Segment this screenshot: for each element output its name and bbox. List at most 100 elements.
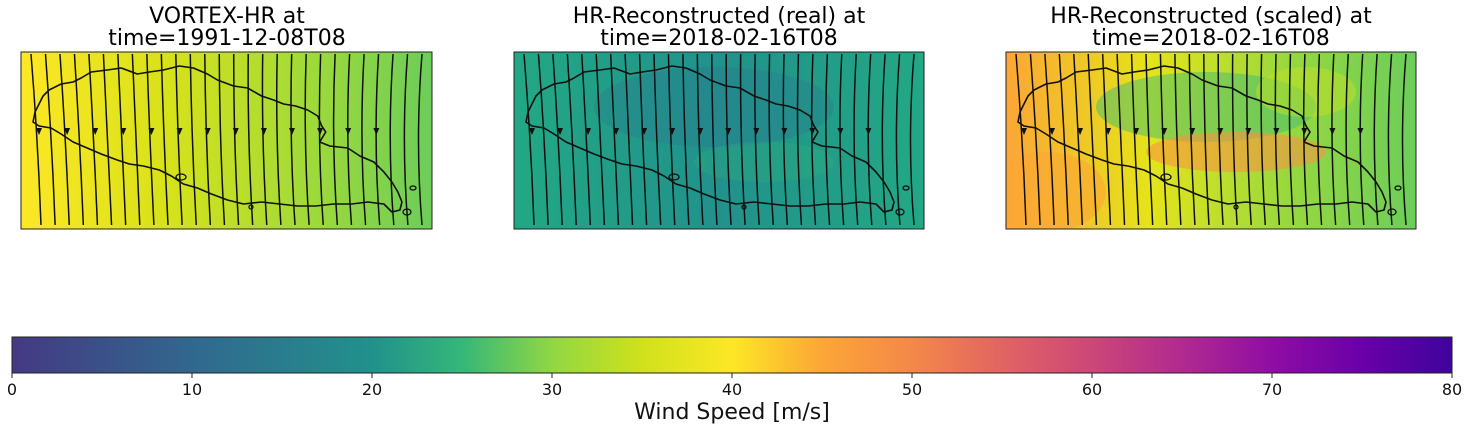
streamline-arrow-3-1 — [1021, 128, 1027, 135]
streamline-2-23 — [839, 53, 845, 226]
streamline-2-3 — [552, 53, 563, 226]
streamline-3-9 — [1130, 53, 1140, 226]
islet-3-4 — [1160, 173, 1172, 181]
streamline-1-7 — [117, 53, 127, 226]
streamline-2-16 — [739, 53, 746, 226]
streamline-1-28 — [417, 53, 423, 226]
streamline-1-21 — [318, 53, 324, 226]
streamline-3-28 — [1401, 53, 1407, 226]
streamline-1-8 — [131, 53, 141, 226]
streamline-arrow-1-3 — [64, 128, 71, 135]
panel-frame-1 — [20, 51, 433, 230]
streamline-1-19 — [290, 53, 296, 226]
streamline-arrow-3-15 — [1217, 128, 1224, 135]
streamline-3-13 — [1188, 53, 1196, 226]
colorbar-tick-label-30: 30 — [542, 380, 562, 399]
streamline-arrow-2-23 — [837, 128, 844, 135]
colorbar-tick-label-20: 20 — [362, 380, 382, 399]
streamline-arrow-1-17 — [260, 128, 267, 135]
streamline-3-18 — [1260, 53, 1267, 226]
islet-2-1 — [902, 185, 910, 191]
streamline-arrow-3-9 — [1133, 128, 1140, 135]
streamline-2-8 — [624, 53, 634, 226]
streamline-arrow-1-23 — [345, 128, 352, 135]
islet-3-1 — [1394, 185, 1402, 191]
streamline-arrow-3-25 — [1357, 128, 1364, 135]
streamline-1-22 — [332, 53, 339, 226]
streamline-1-20 — [304, 53, 310, 226]
panel-title-2-line1: HR-Reconstructed (real) at — [572, 4, 866, 29]
panel-title-1-line2: time=1991-12-08T08 — [108, 26, 346, 51]
streamline-2-12 — [682, 53, 690, 226]
panel-title-1: VORTEX-HR at time=1991-12-08T08 — [17, 6, 437, 50]
streamline-2-14 — [711, 53, 718, 226]
streamline-2-1 — [523, 53, 535, 226]
streamline-1-27 — [403, 53, 409, 226]
streamline-1-25 — [375, 53, 381, 226]
streamline-3-10 — [1145, 53, 1154, 226]
streamline-3-19 — [1274, 53, 1281, 226]
streamline-2-5 — [581, 53, 592, 226]
streamline-3-15 — [1217, 53, 1224, 226]
colorbar: 0 10 20 30 40 50 60 70 80 Wind Speed [m/s] — [7, 336, 1462, 425]
streamline-arrow-3-17 — [1245, 128, 1252, 135]
streamline-3-22 — [1317, 53, 1323, 226]
streamline-3-6 — [1087, 53, 1098, 226]
streamline-1-18 — [275, 53, 282, 226]
streamline-arrow-2-9 — [641, 128, 648, 135]
streamline-arrow-1-25 — [373, 128, 380, 135]
streamline-3-7 — [1101, 53, 1112, 226]
streamline-3-14 — [1203, 53, 1210, 226]
streamline-arrow-1-19 — [289, 128, 295, 135]
streamline-2-7 — [609, 53, 620, 226]
streamline-1-5 — [88, 53, 99, 226]
streamline-1-2 — [44, 53, 56, 226]
streamline-arrow-2-25 — [865, 128, 872, 135]
streamline-arrow-3-13 — [1189, 128, 1196, 135]
streamline-arrow-2-19 — [781, 128, 788, 135]
streamline-arrow-1-1 — [36, 128, 42, 135]
streamline-3-2 — [1029, 53, 1041, 226]
streamline-arrow-1-11 — [176, 128, 183, 135]
colorbar-tick-label-70: 70 — [1262, 380, 1282, 399]
streamline-2-28 — [909, 53, 915, 226]
streamline-2-9 — [638, 53, 648, 226]
map-panel-2 — [513, 51, 925, 230]
streamline-2-11 — [667, 53, 676, 226]
streamline-2-20 — [796, 53, 803, 226]
streamline-1-14 — [218, 53, 226, 226]
streamline-2-26 — [881, 53, 887, 226]
streamline-1-9 — [146, 53, 155, 226]
streamline-1-16 — [247, 53, 254, 226]
streamline-arrow-1-13 — [204, 128, 211, 135]
streamline-2-25 — [867, 53, 873, 226]
panel-title-1-line1: VORTEX-HR at — [149, 4, 305, 29]
streamline-arrow-2-15 — [725, 128, 732, 135]
streamline-2-19 — [782, 53, 789, 226]
streamline-2-21 — [810, 53, 817, 226]
streamline-3-20 — [1288, 53, 1295, 226]
streamline-arrow-2-11 — [669, 128, 676, 135]
panel-title-2-line2: time=2018-02-16T08 — [600, 26, 838, 51]
panel-frame-2 — [513, 51, 925, 230]
streamline-arrow-2-7 — [613, 128, 620, 135]
streamline-arrow-3-7 — [1105, 128, 1112, 135]
streamline-1-17 — [261, 53, 268, 226]
streamline-arrow-3-3 — [1049, 128, 1056, 135]
streamline-3-17 — [1246, 53, 1252, 226]
panel-title-3: HR-Reconstructed (scaled) at time=2018-0… — [1001, 6, 1421, 50]
colorbar-gradient — [11, 336, 1453, 374]
islet-2-4 — [668, 173, 680, 181]
streamline-2-10 — [653, 53, 662, 226]
map-panel-1 — [20, 51, 433, 230]
streamline-3-25 — [1359, 53, 1365, 226]
streamline-3-8 — [1116, 53, 1126, 226]
streamline-3-26 — [1373, 53, 1379, 226]
streamline-arrow-1-7 — [120, 128, 127, 135]
streamline-2-18 — [768, 53, 775, 226]
streamline-1-10 — [160, 53, 169, 226]
streamline-arrow-2-5 — [585, 128, 592, 135]
colorbar-tick-label-10: 10 — [182, 380, 202, 399]
streamline-1-24 — [361, 53, 367, 226]
streamline-3-1 — [1015, 53, 1027, 226]
